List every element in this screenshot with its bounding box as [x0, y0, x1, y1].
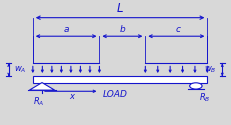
Polygon shape: [29, 83, 55, 90]
Text: $w_A$: $w_A$: [15, 65, 27, 75]
Text: $x$: $x$: [69, 92, 77, 101]
Text: $L$: $L$: [116, 2, 124, 15]
Text: $b$: $b$: [119, 23, 126, 34]
Text: LOAD: LOAD: [103, 90, 128, 99]
Text: $a$: $a$: [63, 25, 70, 34]
Text: $R_A$: $R_A$: [33, 95, 44, 108]
Text: $c$: $c$: [175, 25, 182, 34]
Bar: [33, 76, 207, 83]
Text: $w_B$: $w_B$: [204, 65, 216, 75]
Text: $R_B$: $R_B$: [199, 91, 211, 104]
Circle shape: [190, 83, 202, 89]
